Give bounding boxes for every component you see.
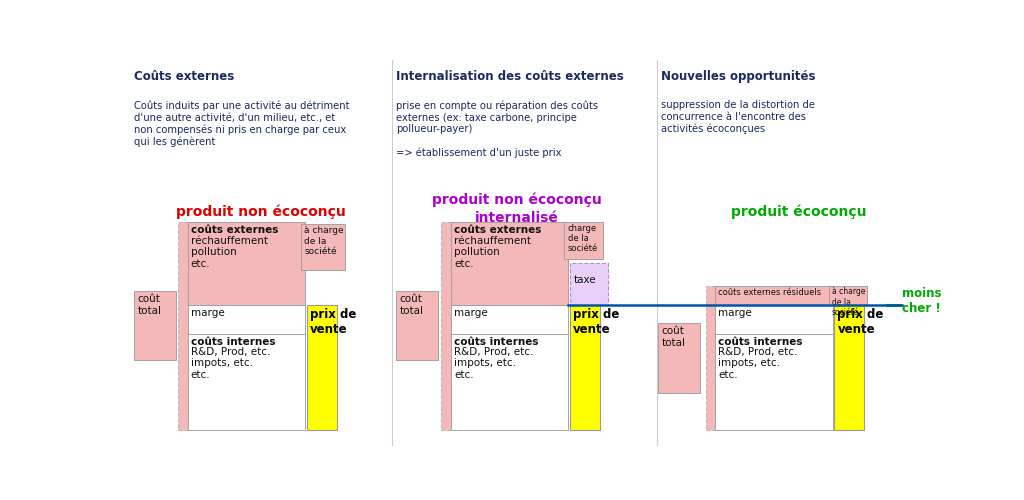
Text: charge
de la
société: charge de la société [567, 224, 598, 254]
Text: coûts externes résiduels: coûts externes résiduels [719, 288, 821, 296]
FancyBboxPatch shape [451, 334, 568, 430]
FancyBboxPatch shape [306, 305, 337, 430]
Text: coût
total: coût total [662, 326, 685, 348]
Text: taxe: taxe [573, 275, 596, 285]
Text: réchauffement
pollution
etc.: réchauffement pollution etc. [455, 236, 531, 269]
FancyBboxPatch shape [396, 291, 438, 360]
Text: coûts internes: coûts internes [455, 337, 539, 347]
Text: Coûts induits par une activité au détriment
d'une autre activité, d'un milieu, e: Coûts induits par une activité au détrim… [134, 100, 350, 147]
Text: internalisé: internalisé [475, 212, 559, 226]
FancyBboxPatch shape [187, 334, 305, 430]
FancyBboxPatch shape [715, 286, 833, 305]
FancyBboxPatch shape [715, 334, 833, 430]
Text: produit non écoconçu: produit non écoconçu [176, 204, 345, 219]
FancyBboxPatch shape [706, 286, 715, 430]
Text: coût
total: coût total [137, 294, 162, 316]
FancyBboxPatch shape [715, 305, 833, 334]
FancyBboxPatch shape [658, 323, 700, 392]
Text: réchauffement
pollution
etc.: réchauffement pollution etc. [190, 236, 267, 269]
Text: Nouvelles opportunités: Nouvelles opportunités [662, 70, 816, 82]
FancyBboxPatch shape [564, 222, 602, 259]
Text: prix de
vente: prix de vente [838, 308, 884, 336]
Text: suppression de la distortion de
concurrence à l'encontre des
activités écoconçue: suppression de la distortion de concurre… [662, 100, 815, 134]
Text: à charge
de la
société: à charge de la société [831, 288, 865, 317]
Text: R&D, Prod, etc.
impots, etc.
etc.: R&D, Prod, etc. impots, etc. etc. [190, 346, 270, 380]
Text: prix de
vente: prix de vente [309, 308, 356, 336]
FancyBboxPatch shape [451, 222, 568, 305]
Text: produit écoconçu: produit écoconçu [731, 204, 866, 219]
Text: R&D, Prod, etc.
impots, etc.
etc.: R&D, Prod, etc. impots, etc. etc. [455, 346, 534, 380]
Text: coûts externes: coûts externes [455, 225, 542, 235]
FancyBboxPatch shape [835, 305, 864, 430]
Text: coûts internes: coûts internes [719, 337, 803, 347]
FancyBboxPatch shape [570, 264, 608, 305]
FancyBboxPatch shape [301, 224, 345, 270]
FancyBboxPatch shape [570, 305, 600, 430]
Text: à charge
de la
société: à charge de la société [304, 226, 344, 256]
Text: prise en compte ou réparation des coûts
externes (ex: taxe carbone, principe
pol: prise en compte ou réparation des coûts … [396, 100, 598, 158]
FancyBboxPatch shape [441, 222, 451, 430]
FancyBboxPatch shape [451, 305, 568, 334]
Text: Internalisation des coûts externes: Internalisation des coûts externes [396, 70, 624, 82]
Text: R&D, Prod, etc.
impots, etc.
etc.: R&D, Prod, etc. impots, etc. etc. [719, 346, 798, 380]
Text: coûts externes: coûts externes [190, 225, 279, 235]
Text: coût
total: coût total [399, 294, 423, 316]
Text: marge: marge [190, 308, 224, 318]
FancyBboxPatch shape [134, 291, 176, 360]
Text: produit non écoconçu: produit non écoconçu [432, 193, 602, 208]
FancyBboxPatch shape [828, 286, 867, 305]
FancyBboxPatch shape [187, 222, 305, 305]
Text: marge: marge [719, 308, 753, 318]
Text: marge: marge [455, 308, 487, 318]
Text: coûts internes: coûts internes [190, 337, 275, 347]
Text: prix de
vente: prix de vente [573, 308, 620, 336]
Text: Coûts externes: Coûts externes [134, 70, 234, 82]
Text: moins
cher !: moins cher ! [902, 287, 941, 315]
FancyBboxPatch shape [187, 305, 305, 334]
FancyBboxPatch shape [178, 222, 187, 430]
